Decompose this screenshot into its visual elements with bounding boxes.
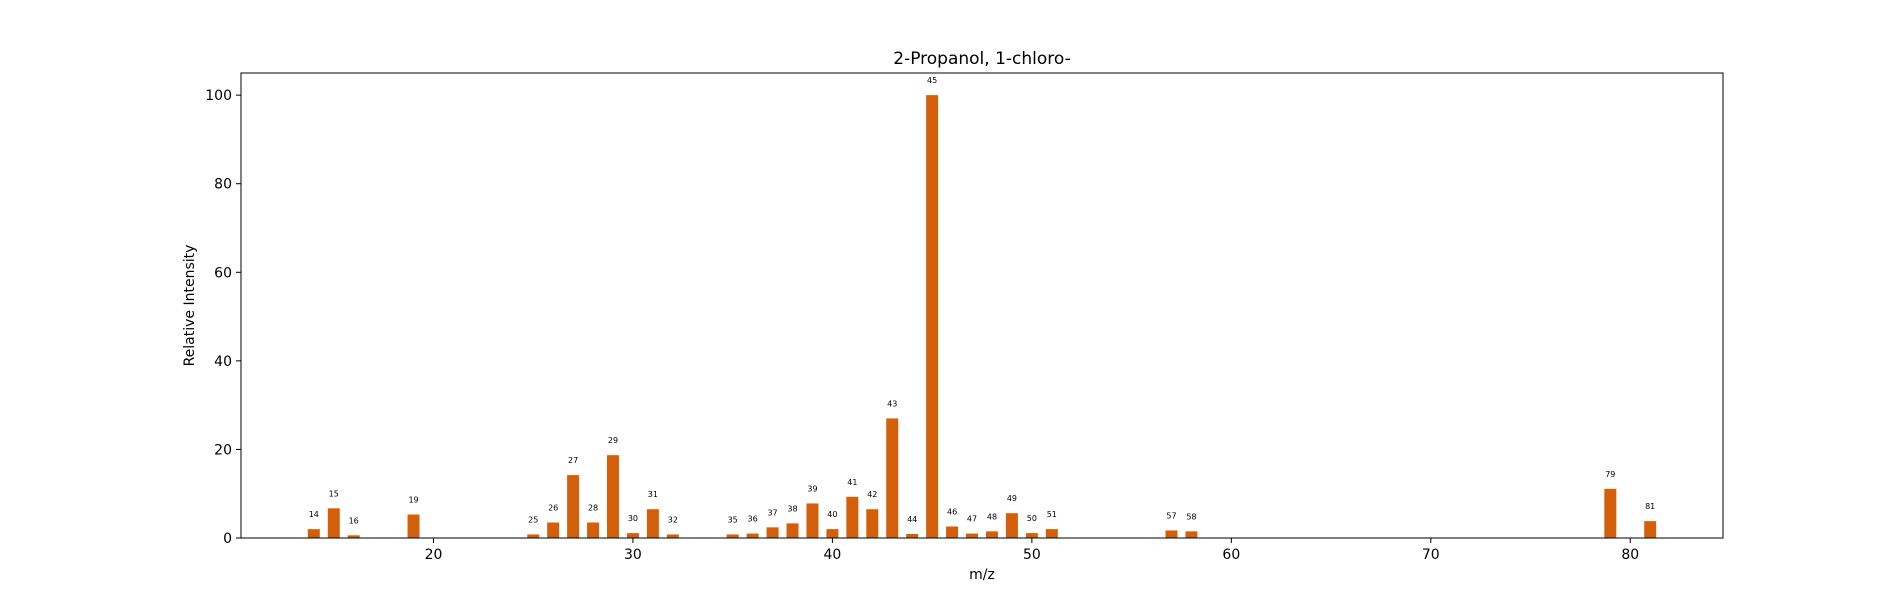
bar-label-mz-44: 44 — [907, 515, 917, 524]
bar-mz-46 — [946, 526, 959, 538]
bar-mz-26 — [547, 522, 560, 538]
y-tick-label: 0 — [223, 531, 232, 547]
bar-mz-48 — [985, 531, 998, 538]
bar-label-mz-51: 51 — [1047, 510, 1057, 519]
bar-label-mz-50: 50 — [1027, 514, 1037, 523]
bar-mz-28 — [587, 522, 600, 538]
bar-label-mz-28: 28 — [588, 504, 598, 513]
bar-label-mz-39: 39 — [807, 484, 817, 493]
x-tick-label: 70 — [1422, 547, 1440, 563]
bar-label-mz-27: 27 — [568, 456, 578, 465]
y-tick-label: 80 — [214, 177, 232, 193]
bar-labels-layer: 14 15 16 19 25 26 27 28 29 30 31 32 35 36 37 38 39 40 41 42… — [309, 76, 1656, 525]
bar-label-mz-42: 42 — [867, 490, 877, 499]
x-tick-label: 30 — [624, 547, 642, 563]
bar-label-mz-26: 26 — [548, 504, 558, 513]
bar-mz-81 — [1644, 521, 1657, 538]
bar-label-mz-40: 40 — [827, 510, 837, 519]
bar-mz-57 — [1165, 530, 1178, 538]
x-tick-label: 20 — [425, 547, 443, 563]
bar-label-mz-49: 49 — [1007, 494, 1017, 503]
bar-label-mz-14: 14 — [309, 510, 319, 519]
bar-label-mz-19: 19 — [408, 496, 418, 505]
bar-label-mz-38: 38 — [787, 504, 797, 513]
bar-label-mz-35: 35 — [728, 515, 738, 524]
x-axis-title: m/z — [969, 567, 995, 583]
bar-mz-25 — [527, 534, 540, 538]
plot-frame — [240, 72, 1724, 539]
bar-mz-58 — [1185, 531, 1198, 538]
bar-mz-79 — [1604, 488, 1617, 538]
x-tick-label: 50 — [1023, 547, 1041, 563]
bar-mz-31 — [646, 509, 659, 538]
bar-label-mz-29: 29 — [608, 436, 618, 445]
bar-mz-36 — [746, 533, 759, 538]
bar-label-mz-43: 43 — [887, 399, 897, 408]
bar-mz-35 — [726, 534, 739, 538]
bar-mz-41 — [846, 496, 859, 538]
bar-label-mz-32: 32 — [668, 515, 678, 524]
bar-label-mz-36: 36 — [748, 515, 758, 524]
bar-label-mz-25: 25 — [528, 515, 538, 524]
x-tick-label: 40 — [823, 547, 841, 563]
bar-mz-15 — [327, 508, 340, 538]
bar-mz-19 — [407, 514, 420, 538]
bar-label-mz-46: 46 — [947, 507, 957, 516]
bar-label-mz-48: 48 — [987, 512, 997, 521]
bar-mz-32 — [666, 534, 679, 538]
bar-label-mz-47: 47 — [967, 515, 977, 524]
bar-label-mz-79: 79 — [1605, 470, 1615, 479]
y-tick-label: 40 — [214, 354, 232, 370]
chart-title: 2-Propanol, 1-chloro- — [893, 49, 1071, 69]
bar-label-mz-45: 45 — [927, 76, 937, 85]
bar-mz-30 — [626, 533, 639, 538]
bar-mz-43 — [886, 418, 899, 538]
bar-mz-39 — [806, 503, 819, 538]
x-tick-label: 60 — [1222, 547, 1240, 563]
bar-label-mz-31: 31 — [648, 490, 658, 499]
bars-layer — [307, 95, 1657, 539]
y-tick-label: 60 — [214, 265, 232, 281]
bar-mz-47 — [966, 533, 979, 538]
y-axis: 0 20 40 60 80 100 — [205, 88, 241, 547]
y-tick-label: 20 — [214, 442, 232, 458]
y-axis-title: Relative Intensity — [182, 245, 198, 367]
bar-mz-37 — [766, 527, 779, 538]
bar-label-mz-81: 81 — [1645, 502, 1655, 511]
bar-label-mz-37: 37 — [767, 508, 777, 517]
bar-label-mz-16: 16 — [349, 516, 359, 525]
bar-mz-29 — [607, 455, 619, 538]
bar-mz-51 — [1045, 529, 1058, 538]
bar-label-mz-41: 41 — [847, 478, 857, 487]
bar-label-mz-30: 30 — [628, 514, 638, 523]
y-tick-label: 100 — [205, 88, 232, 104]
bar-mz-45 — [926, 95, 939, 539]
bar-label-mz-15: 15 — [329, 489, 339, 498]
bar-mz-16 — [347, 535, 360, 538]
bar-label-mz-57: 57 — [1166, 511, 1176, 520]
x-tick-label: 80 — [1621, 547, 1639, 563]
x-axis: 20 30 40 50 60 70 80 — [425, 538, 1639, 563]
bar-mz-38 — [786, 523, 799, 538]
bar-mz-14 — [307, 529, 320, 538]
bar-mz-44 — [906, 534, 919, 538]
bar-mz-42 — [866, 509, 879, 538]
bar-mz-40 — [826, 529, 839, 538]
bar-mz-49 — [1005, 513, 1018, 538]
bar-label-mz-58: 58 — [1186, 512, 1196, 521]
bar-mz-50 — [1025, 533, 1038, 538]
bar-mz-27 — [567, 475, 580, 538]
